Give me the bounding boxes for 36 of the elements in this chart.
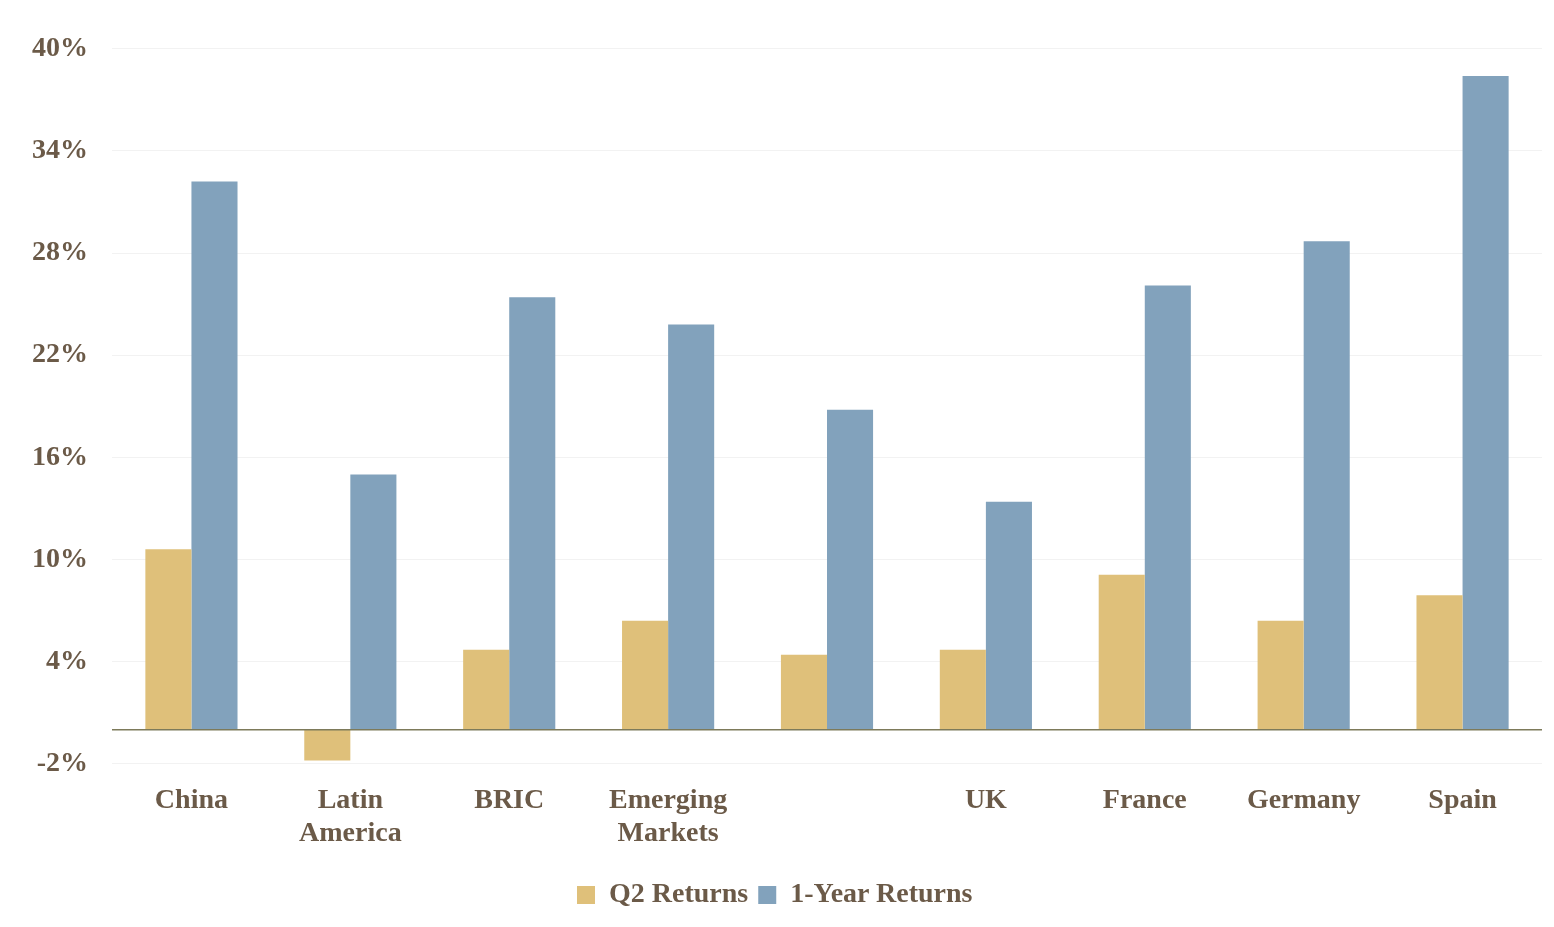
x-tick-label: Emerging Markets (609, 782, 728, 848)
x-tick-label: Germany (1246, 782, 1361, 814)
bar (939, 649, 986, 730)
bar (668, 324, 715, 730)
bar (1462, 76, 1509, 730)
x-tick-label: BRIC (474, 782, 545, 814)
legend-label: 1-Year Returns (790, 877, 973, 909)
x-tick-label: Latin America (299, 782, 402, 848)
bar (827, 409, 874, 730)
y-tick-label: 16% (32, 439, 88, 471)
legend-label: Q2 Returns (609, 877, 749, 909)
bar (1257, 620, 1304, 730)
y-tick-label: 22% (32, 337, 88, 369)
bar (509, 297, 556, 730)
y-tick-label: 34% (32, 133, 88, 165)
bar (1144, 285, 1191, 730)
bar (1416, 595, 1463, 730)
y-tick-label: 10% (32, 541, 88, 573)
x-tick-label: China (154, 782, 229, 814)
bar (145, 549, 192, 730)
bar (1303, 241, 1350, 730)
bar (1098, 574, 1145, 730)
x-tick-label: France (1102, 782, 1187, 814)
x-tick-label: Spain (1428, 782, 1498, 814)
bar (191, 181, 238, 730)
y-tick-label: 4% (46, 643, 88, 675)
bar (780, 654, 827, 730)
y-tick-label: -2% (36, 746, 88, 778)
bar (350, 474, 397, 730)
bar (622, 620, 669, 730)
bar (463, 649, 510, 730)
bar (304, 729, 351, 761)
x-tick-label: UK (964, 782, 1008, 814)
y-tick-label: 40% (32, 31, 88, 63)
bar (985, 501, 1032, 730)
y-tick-label: 28% (32, 235, 88, 267)
